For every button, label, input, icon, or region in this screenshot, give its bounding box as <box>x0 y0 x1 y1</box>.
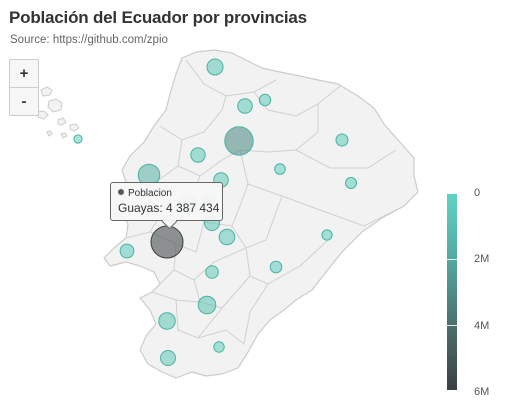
galapagos-islands <box>37 86 80 139</box>
province-bubble-el-oro[interactable]: El Oro: 715751 <box>158 312 176 330</box>
legend-tick <box>442 259 462 260</box>
chart-title: Población del Ecuador por provincias <box>9 8 307 27</box>
series-dot-icon <box>118 189 124 195</box>
legend-label: 0 <box>474 187 481 199</box>
legend-tick <box>442 325 462 326</box>
tooltip-series-name: Poblacion <box>128 188 172 199</box>
legend-label: 2M <box>474 253 490 265</box>
province-bubble-morona-santiago[interactable]: Morona Santiago: 196535 <box>269 260 283 274</box>
province-bubble-pastaza[interactable]: Pastaza: 114202 <box>321 229 333 241</box>
province-bubble-pichincha[interactable]: Pichincha: 3228233 <box>224 126 254 156</box>
zoom-controls: + - <box>9 59 39 116</box>
tooltip: Poblacion Guayas: 4 387 434 <box>110 182 223 221</box>
province-bubble-santo-domingo-de-los-ts-chilas[interactable]: Santo Domingo de los Tsáchilas: 458580 <box>190 147 206 163</box>
zoom-out-button[interactable]: - <box>10 87 38 115</box>
province-bubble-santa-elena[interactable]: Santa Elena: 401178 <box>119 243 135 259</box>
province-bubble-esmeraldas[interactable]: Esmeraldas: 643654 <box>206 58 224 76</box>
province-bubble-ca-ar[interactable]: Cañar: 281396 <box>205 265 219 279</box>
province-bubble-azuay[interactable]: Azuay: 881394 <box>197 295 217 315</box>
legend-gradient-bar <box>447 194 457 390</box>
province-bubble-sucumb-os[interactable]: Sucumbíos: 230503 <box>335 133 349 147</box>
province-bubble-zamora-chinchipe[interactable]: Zamora Chinchipe: 120416 <box>213 341 225 353</box>
province-bubble-imbabura[interactable]: Imbabura: 476257 <box>237 98 253 114</box>
legend-label: 6M <box>474 386 490 398</box>
province-bubble-loja[interactable]: Loja: 521154 <box>160 350 176 366</box>
zoom-in-button[interactable]: + <box>19 65 29 82</box>
province-bubble-carchi[interactable]: Carchi: 186869 <box>258 93 272 107</box>
province-bubble-tungurahua[interactable]: Tungurahua: 590600 <box>218 228 236 246</box>
tooltip-value: Guayas: 4 387 434 <box>118 201 220 215</box>
province-bubble-gal-pagos[interactable]: Galápagos: 33042 <box>73 134 83 144</box>
color-legend: 0 2M 4M 6M <box>440 186 510 398</box>
province-bubble-orellana[interactable]: Orellana: 161338 <box>345 177 357 189</box>
legend-label: 4M <box>474 320 490 332</box>
chart-subtitle: Source: https://github.com/zpio <box>10 34 168 46</box>
province-bubble-napo[interactable]: Napo: 133705 <box>274 163 286 175</box>
